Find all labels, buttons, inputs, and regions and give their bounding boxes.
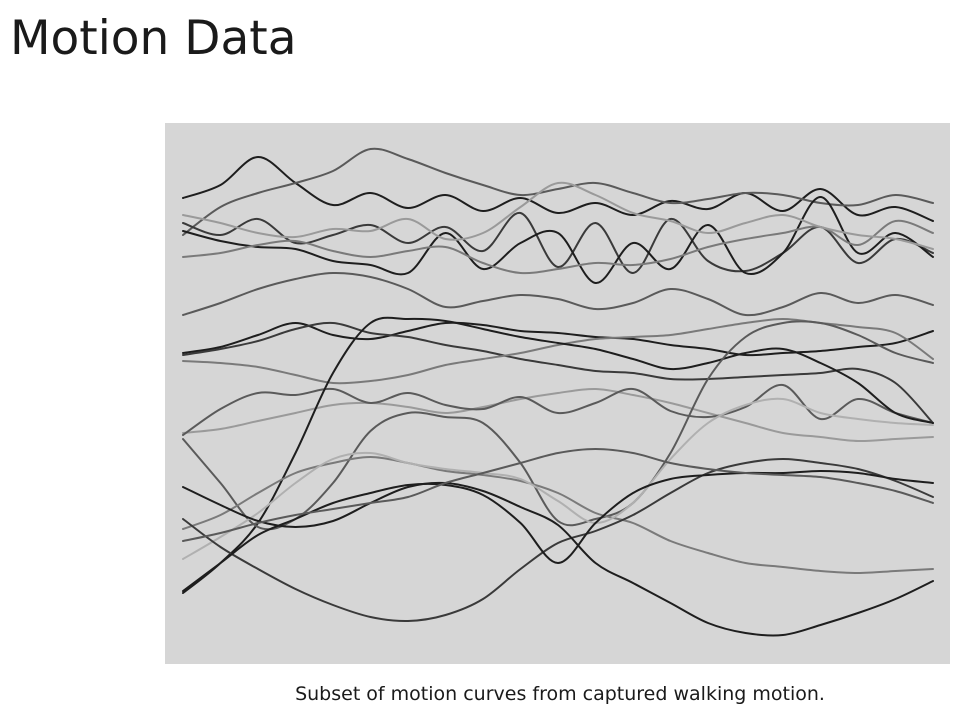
motion-curve-4 <box>182 196 934 284</box>
motion-curve-12 <box>182 383 934 436</box>
motion-curve-17 <box>182 458 934 623</box>
motion-curve-6 <box>182 181 934 250</box>
motion-curve-14 <box>182 320 934 531</box>
motion-curve-18 <box>182 481 934 637</box>
motion-curves-figure <box>165 123 950 664</box>
motion-curve-11 <box>182 387 934 443</box>
slide-title: Motion Data <box>10 11 297 66</box>
motion-curve-5 <box>182 219 934 275</box>
motion-curve-20 <box>182 448 934 542</box>
motion-curve-2 <box>182 147 934 236</box>
motion-curve-7 <box>182 271 934 317</box>
motion-curve-8 <box>182 321 934 357</box>
motion-curve-13 <box>182 316 934 594</box>
motion-curve-1 <box>182 155 934 222</box>
motion-curve-16 <box>182 397 934 560</box>
figure-caption: Subset of motion curves from captured wa… <box>295 683 825 705</box>
motion-curve-3 <box>182 211 934 275</box>
motion-curve-9 <box>182 321 934 424</box>
motion-curve-19 <box>182 470 934 592</box>
motion-curves-plot <box>182 147 934 637</box>
motion-curve-15 <box>182 456 934 574</box>
